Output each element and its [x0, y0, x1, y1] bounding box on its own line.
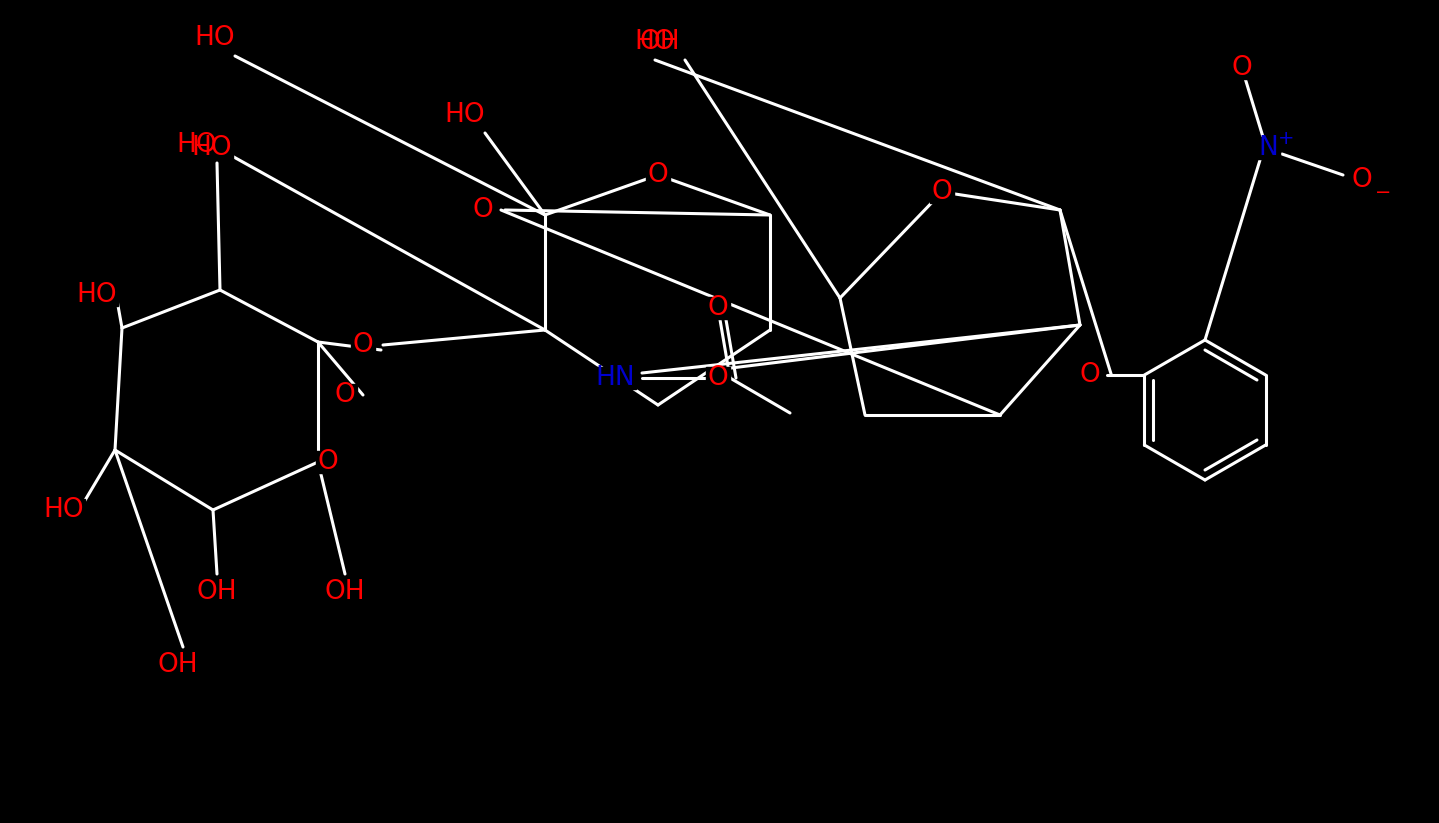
Text: +: +	[1278, 128, 1294, 147]
Bar	[594, 367, 636, 389]
Bar	[176, 134, 217, 156]
Text: OH: OH	[197, 579, 237, 605]
Text: O: O	[353, 332, 373, 358]
Text: OH: OH	[158, 652, 199, 678]
Text: HN: HN	[596, 365, 635, 391]
Bar	[351, 334, 376, 356]
Text: HO: HO	[76, 282, 118, 308]
Bar	[203, 581, 232, 603]
Text: OH: OH	[325, 579, 366, 605]
Bar	[317, 451, 340, 473]
Text: −: −	[1374, 183, 1392, 202]
Text: O: O	[648, 162, 668, 188]
Bar	[1078, 364, 1101, 386]
Text: O: O	[708, 365, 728, 391]
Text: HO: HO	[43, 497, 85, 523]
Text: HO: HO	[194, 25, 236, 51]
Text: OH: OH	[640, 29, 681, 55]
Bar	[332, 384, 357, 406]
Bar	[445, 104, 486, 126]
Text: O: O	[318, 449, 338, 475]
Bar	[1350, 169, 1374, 191]
Bar	[646, 164, 671, 186]
Text: HO: HO	[635, 29, 675, 55]
Text: O: O	[335, 382, 355, 408]
Bar	[191, 137, 233, 159]
Bar	[76, 284, 118, 306]
Text: O: O	[1351, 167, 1373, 193]
Bar	[194, 27, 236, 49]
Text: O: O	[931, 179, 953, 205]
Text: HO: HO	[445, 102, 485, 128]
Bar	[635, 31, 676, 53]
Text: HO: HO	[191, 135, 232, 161]
Text: O: O	[708, 295, 728, 321]
Bar	[707, 367, 730, 389]
Bar	[43, 499, 85, 521]
Text: O: O	[1232, 55, 1252, 81]
Text: N: N	[1258, 135, 1278, 161]
Bar	[164, 654, 191, 676]
Bar	[1256, 137, 1281, 159]
Bar	[1230, 57, 1253, 79]
Bar	[331, 581, 358, 603]
Bar	[646, 31, 673, 53]
Text: O: O	[1079, 362, 1099, 388]
Text: HO: HO	[177, 132, 217, 158]
Bar	[930, 181, 954, 203]
Bar	[707, 297, 730, 319]
Bar	[471, 199, 495, 221]
Text: O: O	[472, 197, 494, 223]
